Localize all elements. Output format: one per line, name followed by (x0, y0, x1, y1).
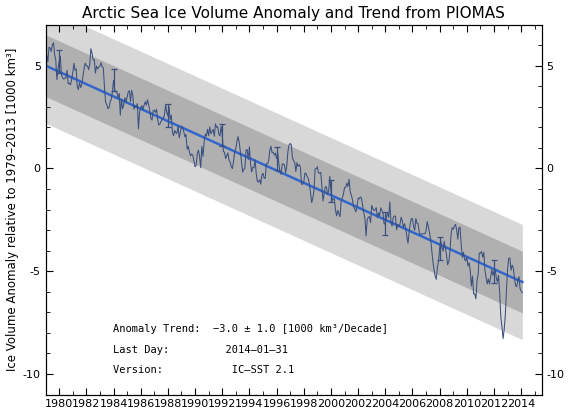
Text: Last Day:         2014–01–31: Last Day: 2014–01–31 (112, 344, 287, 355)
Text: Version:           IC–SST 2.1: Version: IC–SST 2.1 (112, 365, 294, 375)
Text: Anomaly Trend:  −3.0 ± 1.0 [1000 km³/Decade]: Anomaly Trend: −3.0 ± 1.0 [1000 km³/Deca… (112, 324, 388, 334)
Y-axis label: Ice Volume Anomaly relative to 1979–2013 [1000 km³]: Ice Volume Anomaly relative to 1979–2013… (6, 48, 19, 371)
Title: Arctic Sea Ice Volume Anomaly and Trend from PIOMAS: Arctic Sea Ice Volume Anomaly and Trend … (82, 5, 505, 21)
